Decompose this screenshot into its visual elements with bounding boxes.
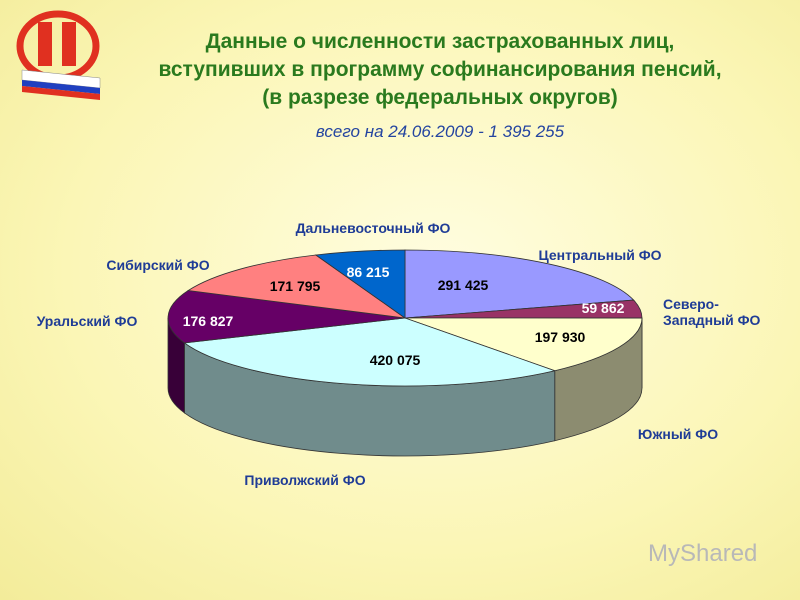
category-label: Дальневосточный ФО bbox=[295, 220, 451, 236]
value-label: 197 930 bbox=[534, 329, 586, 345]
value-label: 291 425 bbox=[437, 277, 489, 293]
subtitle: всего на 24.06.2009 - 1 395 255 bbox=[315, 122, 565, 141]
title-line: (в разрезе федеральных округов) bbox=[262, 86, 618, 109]
category-label: Сибирский ФО bbox=[106, 257, 210, 273]
slice bbox=[187, 254, 406, 319]
slice bbox=[314, 249, 406, 319]
logo bbox=[16, 10, 101, 100]
slice bbox=[404, 317, 643, 372]
category-label: Центральный ФО bbox=[538, 247, 662, 263]
slice bbox=[404, 249, 635, 319]
slice bbox=[167, 290, 406, 344]
watermark: MyShared bbox=[648, 540, 758, 567]
title-line: вступивших в программу софинансирования … bbox=[158, 58, 722, 81]
title-line: Данные о численности застрахованных лиц, bbox=[205, 30, 675, 53]
category-label: Приволжский ФО bbox=[244, 472, 366, 488]
value-label: 176 827 bbox=[182, 313, 234, 329]
value-label: 86 215 bbox=[346, 264, 390, 280]
value-label: 420 075 bbox=[369, 352, 421, 368]
slice bbox=[183, 317, 557, 387]
category-label: Северо-Западный ФО bbox=[663, 296, 761, 328]
value-label: 59 862 bbox=[581, 300, 625, 316]
category-label: Уральский ФО bbox=[36, 313, 138, 329]
value-label: 171 795 bbox=[269, 278, 321, 294]
category-label: Южный ФО bbox=[637, 426, 719, 442]
